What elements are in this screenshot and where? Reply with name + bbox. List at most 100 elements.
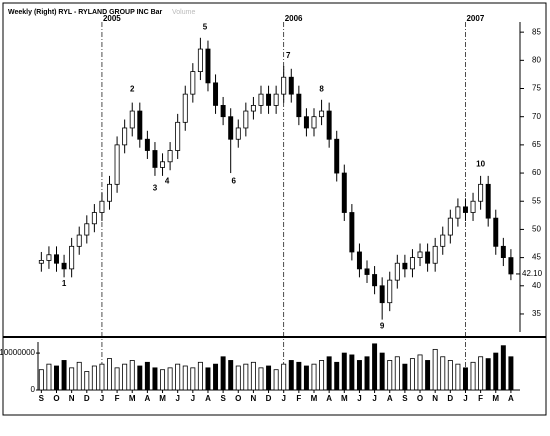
x-tick-label: D <box>84 394 90 403</box>
x-tick-label: N <box>251 394 257 403</box>
volume-bar <box>190 367 196 391</box>
candle-body <box>190 71 196 95</box>
candle-body <box>508 257 514 275</box>
candle-body <box>281 76 287 95</box>
candle-body <box>402 262 408 270</box>
volume-bar <box>114 367 120 391</box>
candle-body <box>38 260 44 264</box>
wave-label: 10 <box>476 160 485 169</box>
volume-bar <box>349 354 355 391</box>
candle-body <box>61 262 67 270</box>
wave-label: 8 <box>319 85 324 94</box>
candle-body <box>76 234 82 247</box>
volume-bar <box>61 360 67 391</box>
volume-bar <box>137 365 143 391</box>
volume-bar <box>243 363 249 391</box>
candle-body <box>493 217 499 247</box>
volume-bar <box>38 369 44 391</box>
x-tick-label: A <box>326 394 332 403</box>
volume-bar <box>205 367 211 391</box>
frame <box>2 2 547 416</box>
candle-body <box>266 93 272 106</box>
candle-body <box>46 254 52 261</box>
volume-bar <box>296 361 302 391</box>
volume-bar <box>417 354 423 391</box>
x-tick-label: O <box>235 394 241 403</box>
volume-bar <box>341 352 347 391</box>
volume-bar <box>508 356 514 391</box>
candle-body <box>197 48 203 73</box>
volume-bar <box>144 361 150 391</box>
x-tick-label: A <box>387 394 393 403</box>
volume-bar <box>432 348 438 391</box>
y-tick-label: 70 <box>532 112 541 121</box>
candle-body <box>273 93 279 106</box>
candle-body <box>114 144 120 185</box>
last-price-label: 42.10 <box>522 269 543 278</box>
volume-bar <box>213 363 219 391</box>
candle-body <box>462 206 468 213</box>
wave-label: 9 <box>380 321 385 330</box>
y-tick-label: 35 <box>532 309 541 318</box>
x-tick-label: J <box>191 394 195 403</box>
volume-bar <box>462 367 468 391</box>
chart-subtitle: Volume <box>172 9 195 16</box>
volume-bar <box>107 358 112 391</box>
candle-body <box>175 121 181 151</box>
candle-body <box>387 279 393 304</box>
chart-title: Weekly (Right) RYL - RYLAND GROUP INC Ba… <box>8 9 163 16</box>
volume-bar <box>470 361 476 391</box>
year-label: 2006 <box>285 14 303 23</box>
candle-body <box>440 234 446 247</box>
candle-body <box>182 93 188 123</box>
x-tick-label: F <box>296 394 301 403</box>
volume-bar <box>485 358 491 391</box>
volume-bar <box>175 363 181 391</box>
candle-body <box>372 274 378 287</box>
candle-body <box>243 110 249 129</box>
volume-bar <box>182 365 188 391</box>
volume-bar <box>379 352 385 391</box>
y-tick-label: 80 <box>532 55 541 64</box>
year-label: 2007 <box>466 14 484 23</box>
volume-bar <box>152 367 158 391</box>
x-tick-label: J <box>281 394 285 403</box>
volume-bar <box>455 363 461 391</box>
y-tick-label: 85 <box>532 27 541 36</box>
volume-bar <box>500 345 506 391</box>
volume-bar <box>356 360 362 391</box>
y-tick-label: 60 <box>532 168 541 177</box>
candle-body <box>334 138 340 174</box>
candle-body <box>379 285 385 304</box>
x-tick-label: J <box>372 394 376 403</box>
volume-bar <box>273 369 279 391</box>
volume-bar <box>364 356 370 391</box>
volume-bar <box>334 361 340 391</box>
candle-body <box>250 105 256 112</box>
volume-bar <box>46 363 52 391</box>
volume-bar <box>319 360 325 391</box>
x-tick-label: A <box>144 394 150 403</box>
volume-bar <box>447 360 453 391</box>
x-tick-label: J <box>463 394 467 403</box>
volume-bar <box>326 356 332 391</box>
candle-body <box>258 93 264 106</box>
candle-body <box>394 262 400 281</box>
candle-body <box>364 268 370 275</box>
volume-bar <box>303 365 309 391</box>
wave-label: 3 <box>153 183 158 192</box>
x-tick-label: N <box>69 394 75 403</box>
volume-bar <box>197 361 203 391</box>
candle-body <box>167 150 173 163</box>
candle-body <box>303 116 309 129</box>
wave-label: 4 <box>165 177 170 186</box>
x-tick-label: S <box>220 394 226 403</box>
x-tick-label: J <box>357 394 361 403</box>
x-tick-label: M <box>311 394 318 403</box>
x-tick-label: M <box>492 394 499 403</box>
volume-bar <box>99 363 105 391</box>
volume-bar <box>228 360 234 391</box>
candle-body <box>326 110 332 140</box>
volume-bar <box>478 356 484 391</box>
